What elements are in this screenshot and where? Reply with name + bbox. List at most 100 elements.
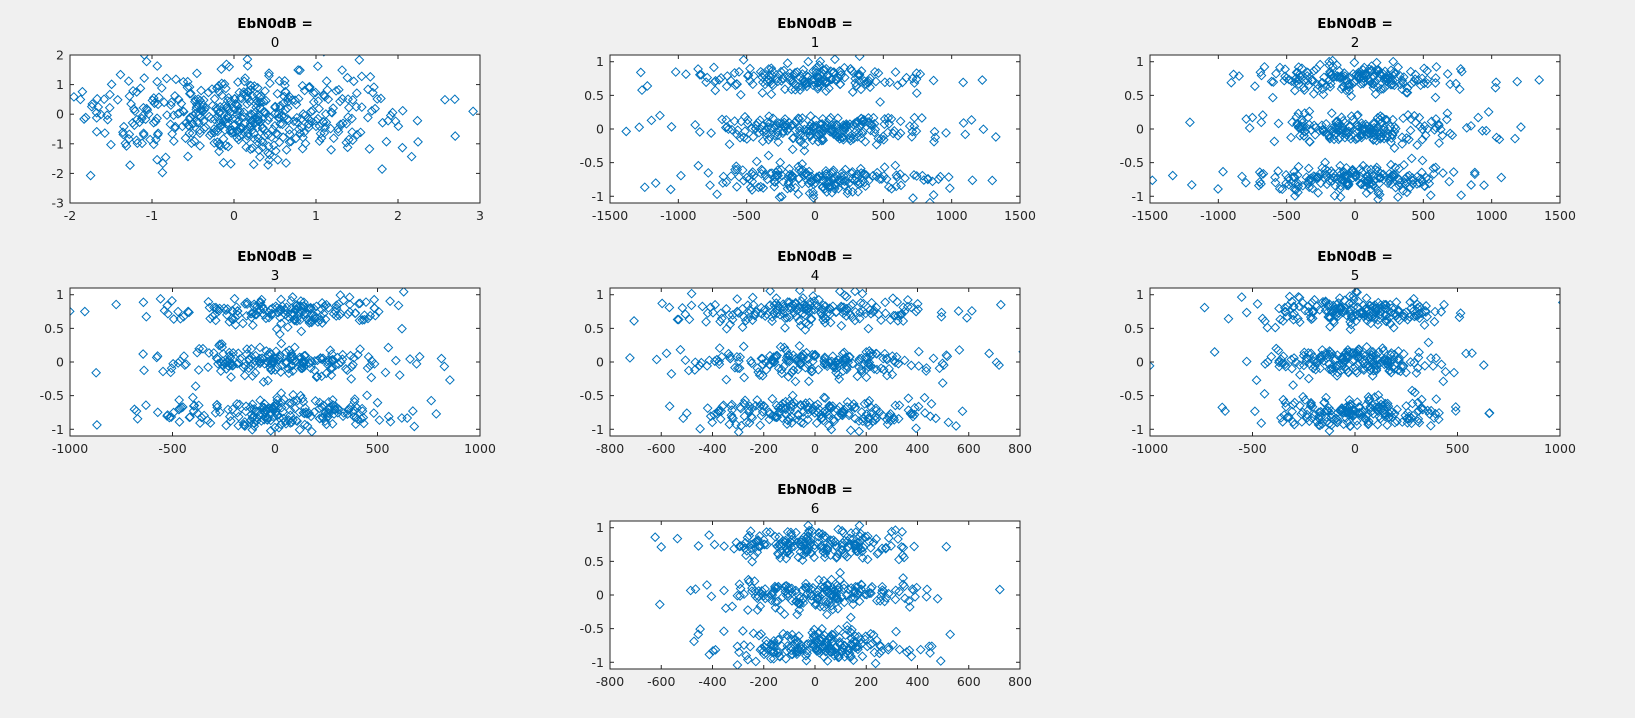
data-point <box>1415 80 1426 91</box>
data-point <box>866 308 876 319</box>
data-point <box>1308 355 1319 366</box>
data-point <box>1258 168 1269 179</box>
data-point <box>733 427 744 436</box>
data-point <box>741 550 751 561</box>
data-point <box>152 407 163 418</box>
data-point <box>305 106 316 117</box>
data-point <box>705 411 716 422</box>
data-point <box>829 416 839 427</box>
data-point <box>893 310 903 321</box>
data-point <box>1308 65 1319 76</box>
data-point <box>238 362 249 373</box>
data-point <box>174 107 185 118</box>
data-point <box>196 412 207 423</box>
data-point <box>792 609 803 620</box>
data-point <box>1040 303 1048 311</box>
data-point <box>1288 314 1299 325</box>
data-point <box>295 390 306 401</box>
data-point <box>710 299 720 310</box>
data-point <box>231 302 242 313</box>
data-point <box>409 421 420 432</box>
data-point <box>776 164 787 175</box>
data-point <box>824 586 835 597</box>
data-point <box>826 647 837 658</box>
data-point <box>223 92 234 103</box>
data-point <box>697 301 708 312</box>
data-point <box>895 310 906 320</box>
data-point <box>332 407 343 418</box>
data-point <box>1422 74 1433 85</box>
data-point <box>296 326 307 337</box>
data-point <box>232 399 242 409</box>
data-point <box>204 302 215 313</box>
data-point <box>899 581 910 592</box>
data-point <box>1335 160 1346 171</box>
data-point <box>1298 360 1309 371</box>
data-point <box>347 113 357 124</box>
data-point <box>689 365 700 375</box>
data-point <box>272 395 283 406</box>
data-point <box>1455 64 1466 74</box>
data-point <box>810 630 821 641</box>
data-point <box>1415 173 1426 184</box>
data-point <box>823 409 834 420</box>
data-point <box>1397 138 1408 149</box>
data-point <box>132 138 143 149</box>
data-point <box>123 76 134 87</box>
data-point <box>1368 71 1379 82</box>
data-point <box>246 110 257 120</box>
data-point <box>738 132 749 143</box>
data-point <box>275 103 286 114</box>
data-point <box>876 363 887 374</box>
data-point <box>311 121 321 132</box>
data-point <box>134 117 145 128</box>
data-point <box>732 590 743 601</box>
data-point <box>317 413 328 423</box>
data-point <box>167 295 177 306</box>
data-point <box>315 128 326 139</box>
data-point <box>204 111 215 122</box>
data-point <box>1326 305 1337 316</box>
data-point <box>233 134 244 145</box>
data-point <box>813 294 824 305</box>
data-point <box>397 105 408 116</box>
data-point <box>255 103 266 114</box>
x-tick-label: 500 <box>366 441 390 456</box>
data-point <box>1431 61 1442 72</box>
data-point <box>138 129 149 140</box>
data-point <box>383 411 394 422</box>
data-point <box>787 595 797 606</box>
data-point <box>247 371 258 381</box>
data-point <box>345 350 356 361</box>
data-point <box>1357 356 1368 367</box>
data-point <box>1382 398 1393 409</box>
data-point <box>380 367 391 378</box>
data-point <box>825 535 836 546</box>
data-point <box>1321 81 1331 92</box>
data-point <box>763 121 774 132</box>
data-point <box>397 323 407 334</box>
data-point <box>757 136 768 147</box>
data-point <box>689 636 699 647</box>
data-point <box>1290 190 1300 201</box>
data-point <box>967 175 978 186</box>
data-point <box>776 641 787 652</box>
data-point <box>387 107 398 118</box>
data-point <box>913 346 924 357</box>
data-point <box>1385 121 1396 132</box>
data-point <box>693 160 704 171</box>
data-point <box>828 165 839 176</box>
data-point <box>1414 417 1425 428</box>
data-point <box>369 82 379 93</box>
data-point <box>742 118 753 129</box>
data-point <box>823 596 834 607</box>
data-point <box>363 351 374 362</box>
data-point <box>80 112 91 123</box>
data-point <box>247 399 258 410</box>
data-point <box>1320 157 1331 168</box>
data-point <box>642 81 653 91</box>
data-point <box>187 128 198 139</box>
data-point <box>757 87 768 98</box>
subplot-title-value: 6 <box>811 501 820 517</box>
x-tick-label: 0 <box>811 208 819 223</box>
